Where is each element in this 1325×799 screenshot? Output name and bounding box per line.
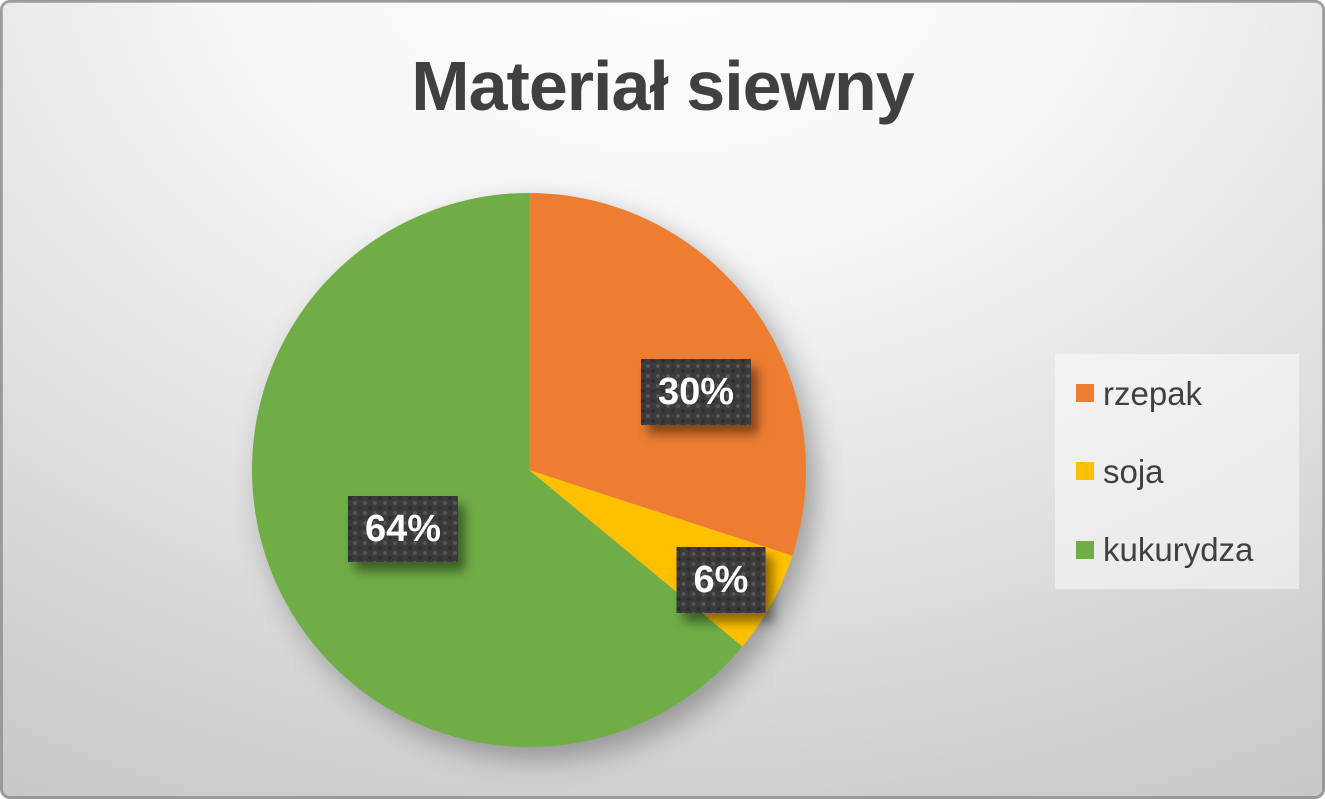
legend-label-rzepak: rzepak [1103, 374, 1203, 412]
data-label-text: 30% [657, 371, 735, 413]
legend-swatch-kukurydza [1076, 540, 1094, 559]
data-label-soja: 6% [677, 547, 766, 613]
legend-item-soja[interactable]: soja [1076, 455, 1299, 488]
legend-label-soja: soja [1103, 452, 1164, 490]
data-label-kukurydza: 64% [348, 496, 458, 562]
data-label-text: 6% [693, 559, 749, 601]
legend-label-kukurydza: kukurydza [1103, 531, 1254, 569]
data-label-rzepak: 30% [641, 359, 751, 425]
chart-title: Materiał siewny [411, 47, 914, 125]
pie-slice-kukurydza[interactable] [251, 192, 743, 747]
legend-item-rzepak[interactable]: rzepak [1076, 377, 1299, 410]
legend-swatch-soja [1076, 462, 1094, 481]
legend: rzepak soja kukurydza [1055, 354, 1299, 589]
legend-swatch-rzepak [1076, 384, 1094, 403]
data-label-text: 64% [364, 508, 442, 550]
legend-item-kukurydza[interactable]: kukurydza [1076, 533, 1299, 566]
